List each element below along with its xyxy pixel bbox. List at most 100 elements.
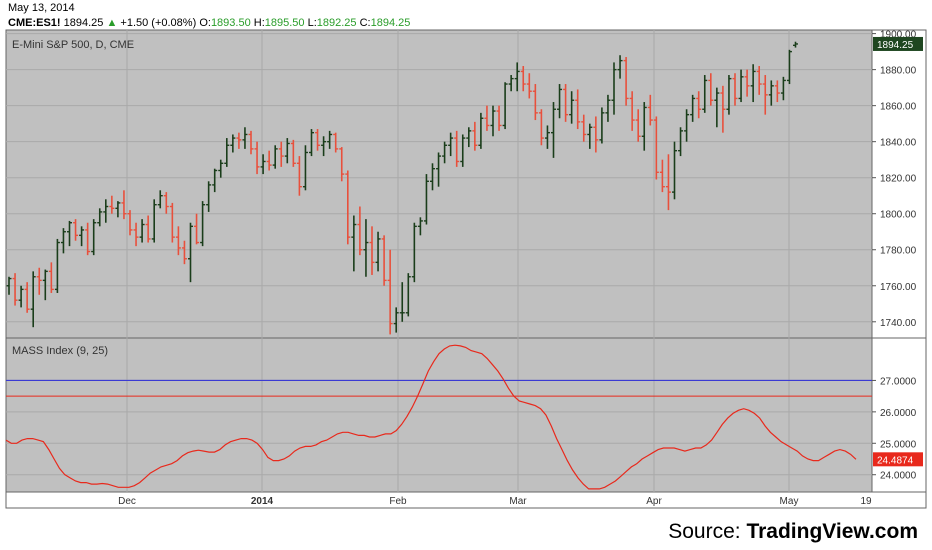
price-axis[interactable] — [871, 29, 927, 339]
ohlc-bar — [357, 206, 363, 256]
ohlc-bar — [454, 130, 460, 167]
source-brand: TradingView.com — [746, 520, 918, 543]
ohlc-bar — [551, 102, 556, 158]
price-tick-label: 1880.00 — [880, 66, 917, 77]
price-tick-label: 1780.00 — [880, 246, 917, 257]
last-price: 1894.25 — [63, 17, 104, 29]
ohlc-bar — [726, 75, 732, 115]
ohlc-bar — [665, 154, 671, 211]
open-value: 1893.50 — [210, 17, 251, 29]
ohlc-bar — [738, 69, 744, 103]
ohlc-bar — [714, 87, 720, 128]
price-tick-label: 1740.00 — [880, 318, 917, 329]
ohlc-bar — [448, 132, 454, 157]
ohlc-bar — [54, 238, 60, 293]
ohlc-bar — [133, 222, 139, 247]
ohlc-bar — [490, 105, 496, 137]
ohlc-bar — [242, 127, 248, 149]
ohlc-bar — [151, 199, 157, 243]
ohlc-bar — [684, 109, 690, 142]
mass-axis[interactable] — [871, 337, 927, 493]
mass-panel-title: MASS Index (9, 25) — [12, 345, 108, 357]
price-tick-label: 1900.00 — [880, 30, 917, 41]
ohlc-bar — [315, 129, 321, 151]
low-label: L: — [307, 17, 317, 29]
last-price-marker — [873, 36, 923, 51]
ohlc-bar — [12, 273, 18, 306]
time-axis[interactable] — [5, 491, 927, 509]
ohlc-bar — [617, 55, 623, 79]
ohlc-bar — [526, 73, 532, 99]
ohlc-bar — [544, 125, 550, 149]
ohlc-bar — [24, 282, 30, 313]
ohlc-bar — [157, 190, 163, 209]
ohlc-bar — [587, 123, 593, 149]
ohlc-bar — [538, 109, 544, 146]
ohlc-bar — [678, 127, 684, 157]
ohlc-bar — [333, 132, 339, 153]
ohlc-bar — [750, 64, 756, 103]
ohlc-bar — [599, 107, 605, 144]
ohlc-bar — [181, 240, 187, 265]
time-tick-label: 19 — [860, 496, 872, 507]
ohlc-bar — [744, 69, 750, 97]
ohlc-bar — [423, 174, 429, 225]
ohlc-bar — [339, 147, 345, 182]
ohlc-bar — [569, 91, 575, 124]
ohlc-bar — [48, 262, 54, 293]
ohlc-bar — [97, 208, 103, 227]
ohlc-bar — [702, 75, 708, 113]
ohlc-bar — [696, 91, 702, 119]
ohlc-bar — [163, 192, 169, 214]
ohlc-bar — [442, 141, 448, 164]
ohlc-bar — [417, 217, 423, 236]
ohlc-bar — [121, 190, 127, 220]
ohlc-bar — [393, 307, 399, 333]
mass-panel[interactable] — [5, 337, 873, 493]
ohlc-bar — [115, 201, 121, 218]
ohlc-bar — [321, 136, 327, 157]
source-credit: Source: TradingView.com — [668, 520, 918, 544]
ohlc-bar — [91, 219, 97, 256]
ohlc-bar — [472, 121, 478, 151]
ohlc-bar — [641, 102, 647, 151]
price-panel-title: E-Mini S&P 500, D, CME — [12, 39, 134, 51]
ohlc-bar — [18, 285, 24, 308]
ohlc-bar — [647, 94, 653, 126]
ohlc-bar — [236, 132, 242, 149]
ohlc-bar — [732, 73, 738, 106]
time-tick-label: Feb — [389, 496, 407, 507]
last-price-label: 1894.25 — [877, 40, 914, 51]
ohlc-bar — [387, 249, 393, 335]
ohlc-bar — [563, 84, 569, 122]
ohlc-bar — [296, 156, 302, 196]
open-label: O: — [199, 17, 211, 29]
ohlc-bar — [85, 222, 91, 256]
source-prefix: Source: — [668, 520, 747, 543]
ohlc-bar — [169, 202, 175, 243]
price-change: +1.50 (+0.08%) — [120, 17, 197, 29]
close-label: C: — [359, 17, 371, 29]
ohlc-bar — [212, 168, 218, 193]
ohlc-bar — [635, 109, 641, 142]
ohlc-bar — [720, 85, 726, 133]
ohlc-bar — [375, 231, 381, 272]
quote-bar: CME:ES1! 1894.25 ▲ +1.50 (+0.08%) O:1893… — [8, 17, 410, 29]
ohlc-bar — [351, 215, 357, 272]
ohlc-bar — [436, 152, 442, 187]
ohlc-bar — [284, 138, 290, 164]
ohlc-bar — [793, 41, 798, 48]
ohlc-bar — [399, 282, 405, 322]
ohlc-bar — [405, 273, 411, 317]
ohlc-bar — [200, 201, 206, 247]
ohlc-bar — [780, 76, 786, 101]
ohlc-bar — [206, 181, 212, 212]
time-tick-label: Dec — [118, 496, 136, 507]
time-tick-label: May — [780, 496, 799, 507]
time-tick-label: Mar — [509, 496, 527, 507]
ohlc-bar — [36, 267, 42, 295]
ohlc-bar — [532, 84, 538, 121]
ohlc-bar — [575, 89, 581, 130]
ohlc-bar — [430, 163, 435, 191]
